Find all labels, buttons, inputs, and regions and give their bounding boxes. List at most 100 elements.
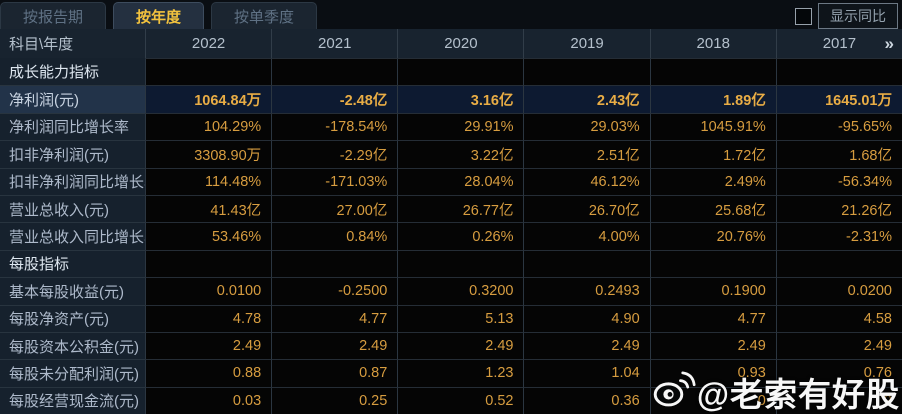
cell-value: -171.03%: [271, 167, 398, 195]
table-row[interactable]: 基本每股收益(元) 0.0100 -0.2500 0.3200 0.2493 0.1900…: [0, 277, 902, 305]
row-label: 每股经营现金流(元): [0, 386, 145, 414]
cell-value: 2.51亿: [523, 140, 650, 168]
year-column-header: 2019: [523, 29, 649, 58]
cell-value: 0.3200: [397, 277, 524, 305]
cell-value: -95.65%: [775, 112, 902, 141]
cell-value: 1.68亿: [775, 140, 902, 168]
cell-value: 26.77亿: [397, 194, 524, 223]
row-label: 营业总收入同比增长率: [0, 222, 145, 250]
year-column-header: 2020: [397, 29, 523, 58]
cell-value: -2.31%: [775, 222, 902, 250]
row-label: 扣非净利润(元): [0, 140, 145, 168]
cell-value: 29.03%: [523, 112, 650, 141]
tab-by-year[interactable]: 按年度: [113, 2, 205, 29]
cell-value: 0.0200: [775, 277, 902, 305]
year-column-header: 2021: [271, 29, 397, 58]
cell-value: -2.48亿: [271, 85, 398, 113]
cell-value: 2.49: [649, 331, 776, 360]
cell-value: [145, 58, 272, 86]
table-row[interactable]: 每股净资产(元) 4.78 4.77 5.13 4.90 4.77 4.58: [0, 304, 902, 332]
row-label: 每股净资产(元): [0, 304, 145, 332]
cell-value: [397, 58, 524, 86]
cell-value: -178.54%: [271, 112, 398, 141]
cell-value: 2.49: [145, 331, 272, 360]
show-yoy-checkbox[interactable]: [795, 7, 812, 25]
cell-value: 0.2493: [523, 277, 650, 305]
cell-value: [775, 249, 902, 278]
cell-value: 0.87: [271, 359, 398, 387]
cell-value: 46.12%: [523, 167, 650, 195]
cell-value: 4.90: [523, 304, 650, 332]
cell-value: 29.91%: [397, 112, 524, 141]
cell-value: 0.03: [145, 386, 272, 414]
table-row[interactable]: 成长能力指标: [0, 58, 902, 86]
year-column-header: 2022: [145, 29, 271, 58]
cell-value: 2.49: [271, 331, 398, 360]
cell-value: 0.84%: [271, 222, 398, 250]
cell-value: 4.77: [271, 304, 398, 332]
row-label: 扣非净利润同比增长率: [0, 167, 145, 195]
cell-value: 3.22亿: [397, 140, 524, 168]
cell-value: 27.00亿: [271, 194, 398, 223]
tab-by-single-quarter[interactable]: 按单季度: [211, 2, 318, 29]
cell-value: 0.36: [523, 386, 650, 414]
cell-value: [271, 58, 398, 86]
table-row[interactable]: 扣非净利润同比增长率 114.48% -171.03% 28.04% 46.12% 2.4…: [0, 167, 902, 195]
row-label: 每股未分配利润(元): [0, 359, 145, 387]
tab-by-report-period[interactable]: 按报告期: [0, 2, 107, 29]
yoy-controls: 显示同比: [795, 3, 898, 29]
cell-value: -0.2500: [271, 277, 398, 305]
cell-value: 0.88: [145, 359, 272, 387]
show-yoy-button[interactable]: 显示同比: [818, 3, 898, 29]
cell-value: 1645.01万: [775, 85, 902, 113]
table-row[interactable]: 营业总收入同比增长率 53.46% 0.84% 0.26% 4.00% 20.76% -2.…: [0, 222, 902, 250]
cell-value: 0.52: [397, 386, 524, 414]
cell-value: 2.49: [523, 331, 650, 360]
cell-value: 53.46%: [145, 222, 272, 250]
corner-header-cell: 科目\年度: [9, 36, 74, 53]
table-body: 成长能力指标 净利润(元) 1064.84万 -2.48亿 3.16亿 2.43亿 1.89…: [0, 58, 902, 414]
cell-value: 3.16亿: [397, 85, 524, 113]
cell-value: 21.26亿: [775, 194, 902, 223]
cell-value: 3308.90万: [145, 140, 272, 168]
cell-value: [523, 249, 650, 278]
year-label: 2019: [570, 35, 604, 52]
table-row[interactable]: 每股资本公积金(元) 2.49 2.49 2.49 2.49 2.49 2.49: [0, 331, 902, 360]
cell-value: [397, 249, 524, 278]
row-label: 基本每股收益(元): [0, 277, 145, 305]
table-row[interactable]: 净利润同比增长率 104.29% -178.54% 29.91% 29.03% 1045.…: [0, 112, 902, 141]
cell-value: 5.13: [397, 304, 524, 332]
cell-value: 0: [649, 386, 776, 414]
year-column-header: 2018: [649, 29, 776, 58]
year-label: 2022: [191, 35, 226, 52]
table-row[interactable]: 每股指标: [0, 249, 902, 278]
table-row[interactable]: 营业总收入(元) 41.43亿 27.00亿 26.77亿 26.70亿 25.68亿 21…: [0, 194, 902, 223]
cell-value: [523, 58, 650, 86]
cell-value: 0.93: [649, 359, 776, 387]
cell-value: 1045.91%: [649, 112, 776, 141]
table-row[interactable]: 每股未分配利润(元) 0.88 0.87 1.23 1.04 0.93 0.76: [0, 359, 902, 387]
table-row[interactable]: 净利润(元) 1064.84万 -2.48亿 3.16亿 2.43亿 1.89亿 1645.…: [0, 85, 902, 113]
cell-value: 4.77: [649, 304, 776, 332]
period-tab-bar: 按报告期 按年度 按单季度 显示同比: [0, 0, 902, 29]
more-years-icon[interactable]: »: [884, 33, 894, 53]
table-row[interactable]: 每股经营现金流(元) 0.03 0.25 0.52 0.36 0 9: [0, 386, 902, 414]
cell-value: 4.58: [775, 304, 902, 332]
row-label: 净利润同比增长率: [0, 112, 145, 141]
year-label: 2018: [696, 35, 730, 52]
cell-value: 41.43亿: [145, 194, 272, 223]
cell-value: 1.89亿: [649, 85, 776, 113]
row-label: 成长能力指标: [0, 58, 145, 86]
row-label: 每股指标: [0, 249, 145, 278]
cell-value: -56.34%: [775, 167, 902, 195]
cell-value: [145, 249, 272, 278]
year-label: 2021: [318, 35, 352, 52]
cell-value: 0.76: [775, 359, 902, 387]
table-header: 科目\年度 2022 2021 2020 2019 2018 2017 »: [0, 29, 902, 58]
table-row[interactable]: 扣非净利润(元) 3308.90万 -2.29亿 3.22亿 2.51亿 1.72亿 1.6…: [0, 140, 902, 168]
year-label: 2017: [822, 35, 857, 52]
cell-value: 4.78: [145, 304, 272, 332]
cell-value: 2.49: [397, 331, 524, 360]
cell-value: 2.43亿: [523, 85, 650, 113]
cell-value: 0.0100: [145, 277, 272, 305]
